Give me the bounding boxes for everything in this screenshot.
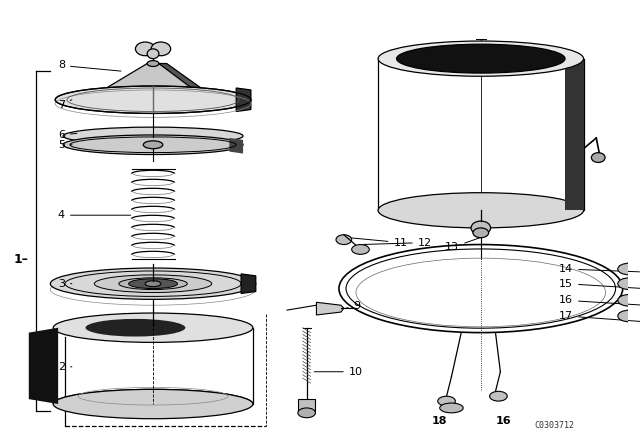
Ellipse shape (440, 403, 463, 413)
Text: 8: 8 (58, 60, 121, 71)
Ellipse shape (151, 42, 171, 56)
Polygon shape (236, 88, 251, 112)
Ellipse shape (147, 49, 159, 59)
Text: 1–: 1– (14, 253, 29, 266)
Polygon shape (99, 64, 208, 93)
Ellipse shape (378, 41, 584, 76)
Text: 7: 7 (58, 99, 72, 110)
Ellipse shape (378, 193, 584, 228)
Ellipse shape (53, 389, 253, 419)
Polygon shape (159, 64, 208, 93)
Text: C0303712: C0303712 (534, 421, 575, 430)
Text: 13: 13 (445, 237, 480, 253)
Ellipse shape (618, 294, 640, 306)
Ellipse shape (637, 286, 640, 293)
Polygon shape (229, 138, 243, 154)
Ellipse shape (86, 319, 186, 336)
Polygon shape (316, 302, 344, 315)
Ellipse shape (637, 318, 640, 326)
Ellipse shape (618, 263, 640, 275)
Ellipse shape (637, 271, 640, 279)
Ellipse shape (143, 141, 163, 149)
Polygon shape (29, 328, 58, 404)
Text: 9: 9 (346, 301, 361, 311)
Polygon shape (565, 59, 584, 210)
Text: 3: 3 (58, 279, 72, 289)
Text: 16: 16 (559, 295, 640, 306)
Ellipse shape (94, 275, 212, 293)
Text: 18: 18 (432, 416, 447, 426)
Text: 11: 11 (342, 237, 408, 248)
Ellipse shape (438, 396, 456, 406)
Ellipse shape (473, 228, 489, 238)
Ellipse shape (119, 278, 188, 289)
Ellipse shape (53, 313, 253, 342)
Text: 10: 10 (314, 367, 363, 377)
Ellipse shape (336, 235, 351, 245)
Text: 6: 6 (58, 130, 77, 140)
Ellipse shape (618, 278, 640, 289)
Ellipse shape (591, 153, 605, 163)
Ellipse shape (397, 44, 565, 73)
Ellipse shape (55, 86, 251, 113)
Polygon shape (241, 274, 256, 293)
Ellipse shape (471, 221, 491, 235)
Ellipse shape (147, 60, 159, 66)
Ellipse shape (51, 268, 256, 299)
Text: 17: 17 (559, 311, 640, 322)
Ellipse shape (637, 302, 640, 310)
Ellipse shape (63, 127, 243, 145)
Text: 2: 2 (58, 362, 72, 372)
Text: 14: 14 (559, 264, 639, 274)
Text: 4: 4 (58, 210, 131, 220)
Ellipse shape (618, 310, 640, 322)
Text: 5: 5 (58, 140, 72, 150)
Polygon shape (298, 399, 316, 411)
Ellipse shape (145, 281, 161, 287)
Ellipse shape (129, 279, 177, 289)
Ellipse shape (63, 135, 243, 155)
Ellipse shape (136, 42, 155, 56)
Ellipse shape (298, 408, 316, 418)
Text: 16: 16 (495, 416, 511, 426)
Text: 15: 15 (559, 279, 640, 289)
Text: 12: 12 (364, 237, 432, 248)
Ellipse shape (351, 245, 369, 254)
Ellipse shape (490, 391, 508, 401)
